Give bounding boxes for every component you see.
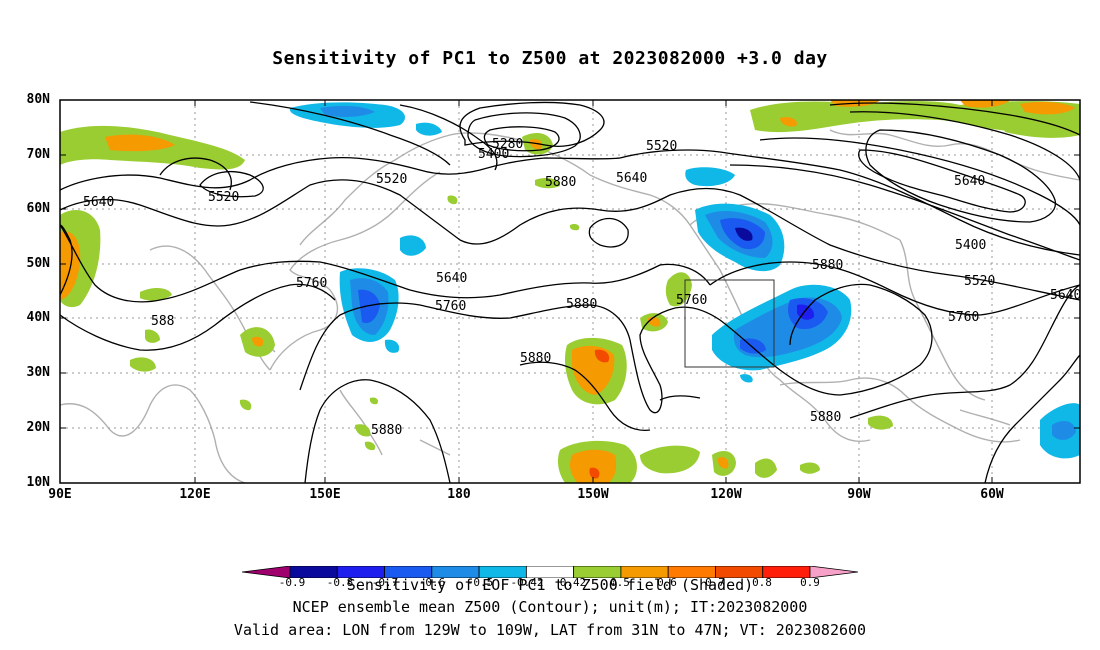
tick-marks — [60, 99, 1080, 483]
contour-label: 5520 — [964, 274, 995, 289]
colorbar — [242, 566, 858, 578]
legend-valid-area: Valid area: LON from 129W to 109W, LAT f… — [233, 621, 867, 639]
contour-label: 5280 — [492, 137, 523, 152]
colorbar-label: -0.7 — [371, 576, 399, 589]
lon-label: 150E — [309, 487, 341, 502]
lat-label: 60N — [26, 201, 50, 216]
contour-label: 5400 — [478, 147, 509, 162]
colorbar-label: 0.5 — [610, 576, 630, 589]
contour-label: 5760 — [948, 310, 979, 325]
contour-label: 5640 — [83, 195, 114, 210]
contour-label: 5760 — [676, 293, 707, 308]
colorbar-label: 0.8 — [752, 576, 772, 589]
contour-label: 5640 — [1050, 288, 1081, 303]
lat-label: 20N — [26, 420, 50, 435]
colorbar-labels: -0.9 -0.8 -0.7 -0.6 -0.5 -0.42 0.42 0.5 … — [0, 576, 1100, 592]
lat-label: 80N — [26, 92, 50, 107]
contour-label: 5520 — [376, 172, 407, 187]
legend-shaded: Sensitivity of EOF PC1 to Z500 field (Sh… — [346, 576, 754, 594]
contour-label: 5640 — [954, 174, 985, 189]
colorbar-label: 0.9 — [800, 576, 820, 589]
contour-label: 5640 — [616, 171, 647, 186]
contour-labels: 5280540055205520552056405640564056405400… — [83, 137, 1081, 438]
contour-label: 588 — [151, 314, 174, 329]
plot-frame — [59, 99, 1081, 484]
lon-label: 150W — [577, 487, 609, 502]
lat-label: 10N — [26, 475, 50, 490]
contour-label: 5520 — [646, 139, 677, 154]
colorbar-label: -0.5 — [466, 576, 494, 589]
contour-label: 5880 — [520, 351, 551, 366]
contour-label: 5880 — [371, 423, 402, 438]
lon-label: 180 — [447, 487, 471, 502]
chart-title: Sensitivity of PC1 to Z500 at 2023082000… — [272, 48, 828, 69]
contour-label: 5880 — [812, 258, 843, 273]
colorbar-label: 0.6 — [657, 576, 677, 589]
contour-label: 5880 — [545, 175, 576, 190]
lon-label: 90W — [847, 487, 871, 502]
valid-area-box — [684, 279, 775, 368]
legend-contour: NCEP ensemble mean Z500 (Contour); unit(… — [292, 598, 808, 616]
positive-sensitivity-shading — [60, 100, 1080, 483]
contour-label: 5400 — [955, 238, 986, 253]
colorbar-label: 0.7 — [705, 576, 725, 589]
colorbar-label: 0.42 — [559, 576, 587, 589]
contour-label: 5880 — [566, 297, 597, 312]
contour-label: 5640 — [436, 271, 467, 286]
lat-label: 50N — [26, 256, 50, 271]
contour-label: 5760 — [296, 276, 327, 291]
lon-label: 60W — [980, 487, 1004, 502]
lat-label: 40N — [26, 310, 50, 325]
lon-label: 120W — [710, 487, 742, 502]
colorbar-label: -0.8 — [326, 576, 354, 589]
contour-label: 5520 — [208, 190, 239, 205]
contour-label: 5880 — [810, 410, 841, 425]
lat-label: 70N — [26, 147, 50, 162]
colorbar-swatch — [809, 566, 858, 578]
colorbar-label: -0.9 — [278, 576, 306, 589]
contour-label: 5760 — [435, 299, 466, 314]
lon-label: 90E — [48, 487, 72, 502]
lon-label: 120E — [179, 487, 211, 502]
colorbar-label: -0.6 — [418, 576, 446, 589]
colorbar-label: -0.42 — [510, 576, 544, 589]
lat-label: 30N — [26, 365, 50, 380]
z500-contours — [60, 101, 1080, 483]
map-plot: 5280540055205520552056405640564056405400… — [59, 99, 1081, 484]
